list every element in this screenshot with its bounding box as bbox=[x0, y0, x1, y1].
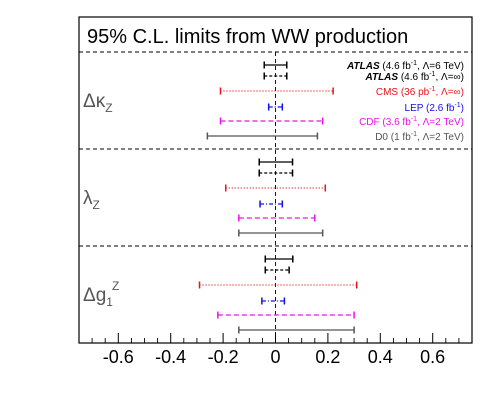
interval-mark bbox=[198, 281, 358, 289]
legend-scale: , Λ=6 TeV) bbox=[417, 61, 464, 72]
legend-luminosity: (4.6 fb bbox=[380, 61, 412, 72]
interval-mark bbox=[263, 61, 288, 69]
legend-experiment: CMS bbox=[376, 87, 399, 98]
panel-label-sup: Z bbox=[112, 279, 119, 293]
legend-superscript: -1 bbox=[411, 116, 417, 123]
tick-label: -0.2 bbox=[208, 347, 239, 367]
legend-luminosity: (1 fb bbox=[388, 132, 411, 143]
legend-experiment: LEP bbox=[405, 103, 424, 114]
panel-label-sub: 1 bbox=[106, 295, 113, 309]
interval-mark bbox=[264, 255, 294, 263]
legend-entry: ATLAS (4.6 fb-1, Λ=6 TeV) bbox=[346, 60, 464, 72]
interval-mark bbox=[238, 229, 324, 237]
legend-luminosity: (36 pb bbox=[398, 87, 430, 98]
legend-scale: , Λ=2 TeV) bbox=[417, 117, 464, 128]
interval-mark bbox=[217, 311, 355, 319]
interval-mark bbox=[238, 326, 355, 334]
tick-label: 0.4 bbox=[368, 347, 393, 367]
legend-entry: ATLAS (4.6 fb-1, Λ=∞) bbox=[364, 71, 464, 83]
legend-luminosity: (2.6 fb bbox=[423, 103, 455, 114]
interval-mark bbox=[219, 117, 324, 125]
interval-mark bbox=[258, 169, 294, 177]
panel-label: λZ bbox=[83, 188, 100, 212]
legend-superscript: -1 bbox=[454, 102, 460, 109]
legend-experiment: ATLAS bbox=[364, 72, 398, 83]
panel-label-main: Δκ bbox=[83, 91, 106, 112]
interval-mark bbox=[264, 266, 290, 274]
panel-label-main: λ bbox=[83, 188, 93, 209]
legend-luminosity: (4.6 fb bbox=[398, 72, 430, 83]
tick-label: -0.4 bbox=[155, 347, 186, 367]
legend-superscript: -1 bbox=[411, 131, 417, 138]
panel-label: Δg1 bbox=[83, 285, 113, 309]
legend-scale: , Λ=∞) bbox=[435, 87, 464, 98]
legend-experiment: CDF bbox=[359, 117, 380, 128]
interval-mark bbox=[258, 158, 294, 166]
interval-mark bbox=[224, 184, 327, 192]
interval-mark bbox=[219, 87, 334, 95]
legend-experiment: D0 bbox=[375, 132, 388, 143]
interval-mark bbox=[259, 200, 284, 208]
interval-mark bbox=[206, 132, 319, 140]
legend-entry: CDF (3.6 fb-1, Λ=2 TeV) bbox=[359, 116, 464, 128]
chart-title: 95% C.L. limits from WW production bbox=[87, 26, 408, 48]
legend-entry: D0 (1 fb-1, Λ=2 TeV) bbox=[375, 131, 464, 143]
legend-superscript: -1 bbox=[429, 71, 435, 78]
tick-label: 0 bbox=[270, 347, 280, 367]
legend-superscript: -1 bbox=[429, 86, 435, 93]
panel-label: ΔκZ bbox=[83, 91, 113, 115]
tick-label: 0.2 bbox=[315, 347, 340, 367]
interval-mark bbox=[263, 72, 288, 80]
panel-label-sub: Z bbox=[93, 198, 100, 212]
interval-mark bbox=[261, 297, 286, 305]
legend-entry: CMS (36 pb-1, Λ=∞) bbox=[376, 86, 464, 98]
legend-scale: , Λ=2 TeV) bbox=[417, 132, 464, 143]
legend-luminosity: (3.6 fb bbox=[380, 117, 412, 128]
panel-label-main: Δg bbox=[83, 285, 106, 306]
interval-mark bbox=[267, 103, 284, 111]
tick-label: -0.6 bbox=[103, 347, 134, 367]
panel-label-sub: Z bbox=[105, 101, 112, 115]
legend-experiment: ATLAS bbox=[346, 61, 380, 72]
legend-scale: ) bbox=[461, 103, 464, 114]
legend-scale: , Λ=∞) bbox=[435, 72, 464, 83]
legend-entry: LEP (2.6 fb-1) bbox=[405, 102, 464, 114]
legend-superscript: -1 bbox=[411, 60, 417, 67]
interval-mark bbox=[238, 214, 316, 222]
tick-label: 0.6 bbox=[420, 347, 445, 367]
